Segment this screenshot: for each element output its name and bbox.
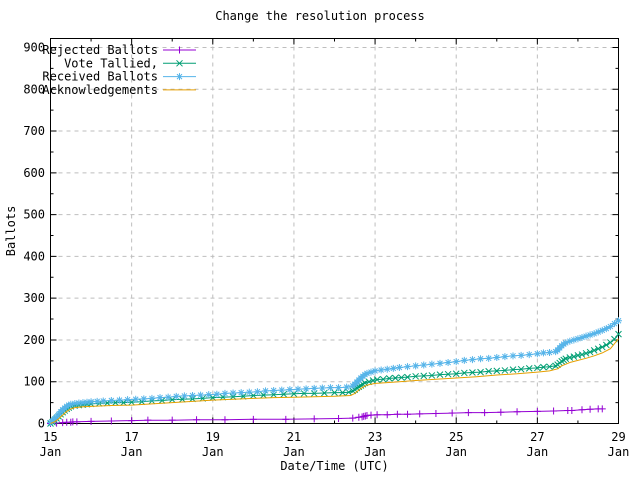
legend-label-rejected-ballots: Rejected Ballots — [42, 43, 158, 57]
y-tick-label: 100 — [23, 375, 45, 389]
legend-label-received-ballots: Received Ballots — [42, 70, 158, 84]
minor-ticks — [50, 38, 619, 424]
x-tick-label-day: 23 — [368, 430, 382, 444]
x-tick-label-month: Jan — [40, 445, 62, 459]
y-tick-label: 200 — [23, 333, 45, 347]
chart-title: Change the resolution process — [215, 9, 425, 23]
y-tick-label: 800 — [23, 82, 45, 96]
x-axis-label: Date/Time (UTC) — [280, 459, 388, 473]
series-markers-received-ballots — [47, 317, 622, 427]
legend-sample-rejected-ballots — [163, 46, 196, 54]
legend-label-acknowledgements: Acknowledgements — [42, 83, 158, 97]
y-tick-label: 900 — [23, 41, 45, 55]
x-tick-label-month: Jan — [445, 445, 467, 459]
y-tick-label: 500 — [23, 208, 45, 222]
x-tick-label-month: Jan — [364, 445, 386, 459]
y-tick-label: 400 — [23, 249, 45, 263]
y-tick-label: 0 — [38, 417, 45, 431]
x-tick-label-day: 29 — [611, 430, 625, 444]
series-line-acknowledgements — [50, 338, 619, 424]
x-tick-label-month: Jan — [121, 445, 143, 459]
x-tick-label-month: Jan — [608, 445, 630, 459]
x-tick-label-day: 15 — [43, 430, 57, 444]
x-tick-label-day: 27 — [530, 430, 544, 444]
y-tick-label: 600 — [23, 166, 45, 180]
y-tick-label: 700 — [23, 124, 45, 138]
legend-label-vote-tallied: Vote Tallied, — [64, 56, 158, 70]
x-tick-label-month: Jan — [527, 445, 549, 459]
y-tick-label: 300 — [23, 291, 45, 305]
x-tick-label-day: 21 — [287, 430, 301, 444]
x-tick-label-month: Jan — [283, 445, 305, 459]
y-axis-label: Ballots — [4, 206, 18, 257]
x-tick-label-day: 19 — [206, 430, 220, 444]
x-tick-label-day: 25 — [449, 430, 463, 444]
grid-lines — [50, 38, 619, 424]
x-tick-label-month: Jan — [202, 445, 224, 459]
legend-sample-vote-tallied — [163, 59, 196, 67]
legend-sample-received-ballots — [163, 73, 196, 81]
x-tick-label-day: 17 — [124, 430, 138, 444]
